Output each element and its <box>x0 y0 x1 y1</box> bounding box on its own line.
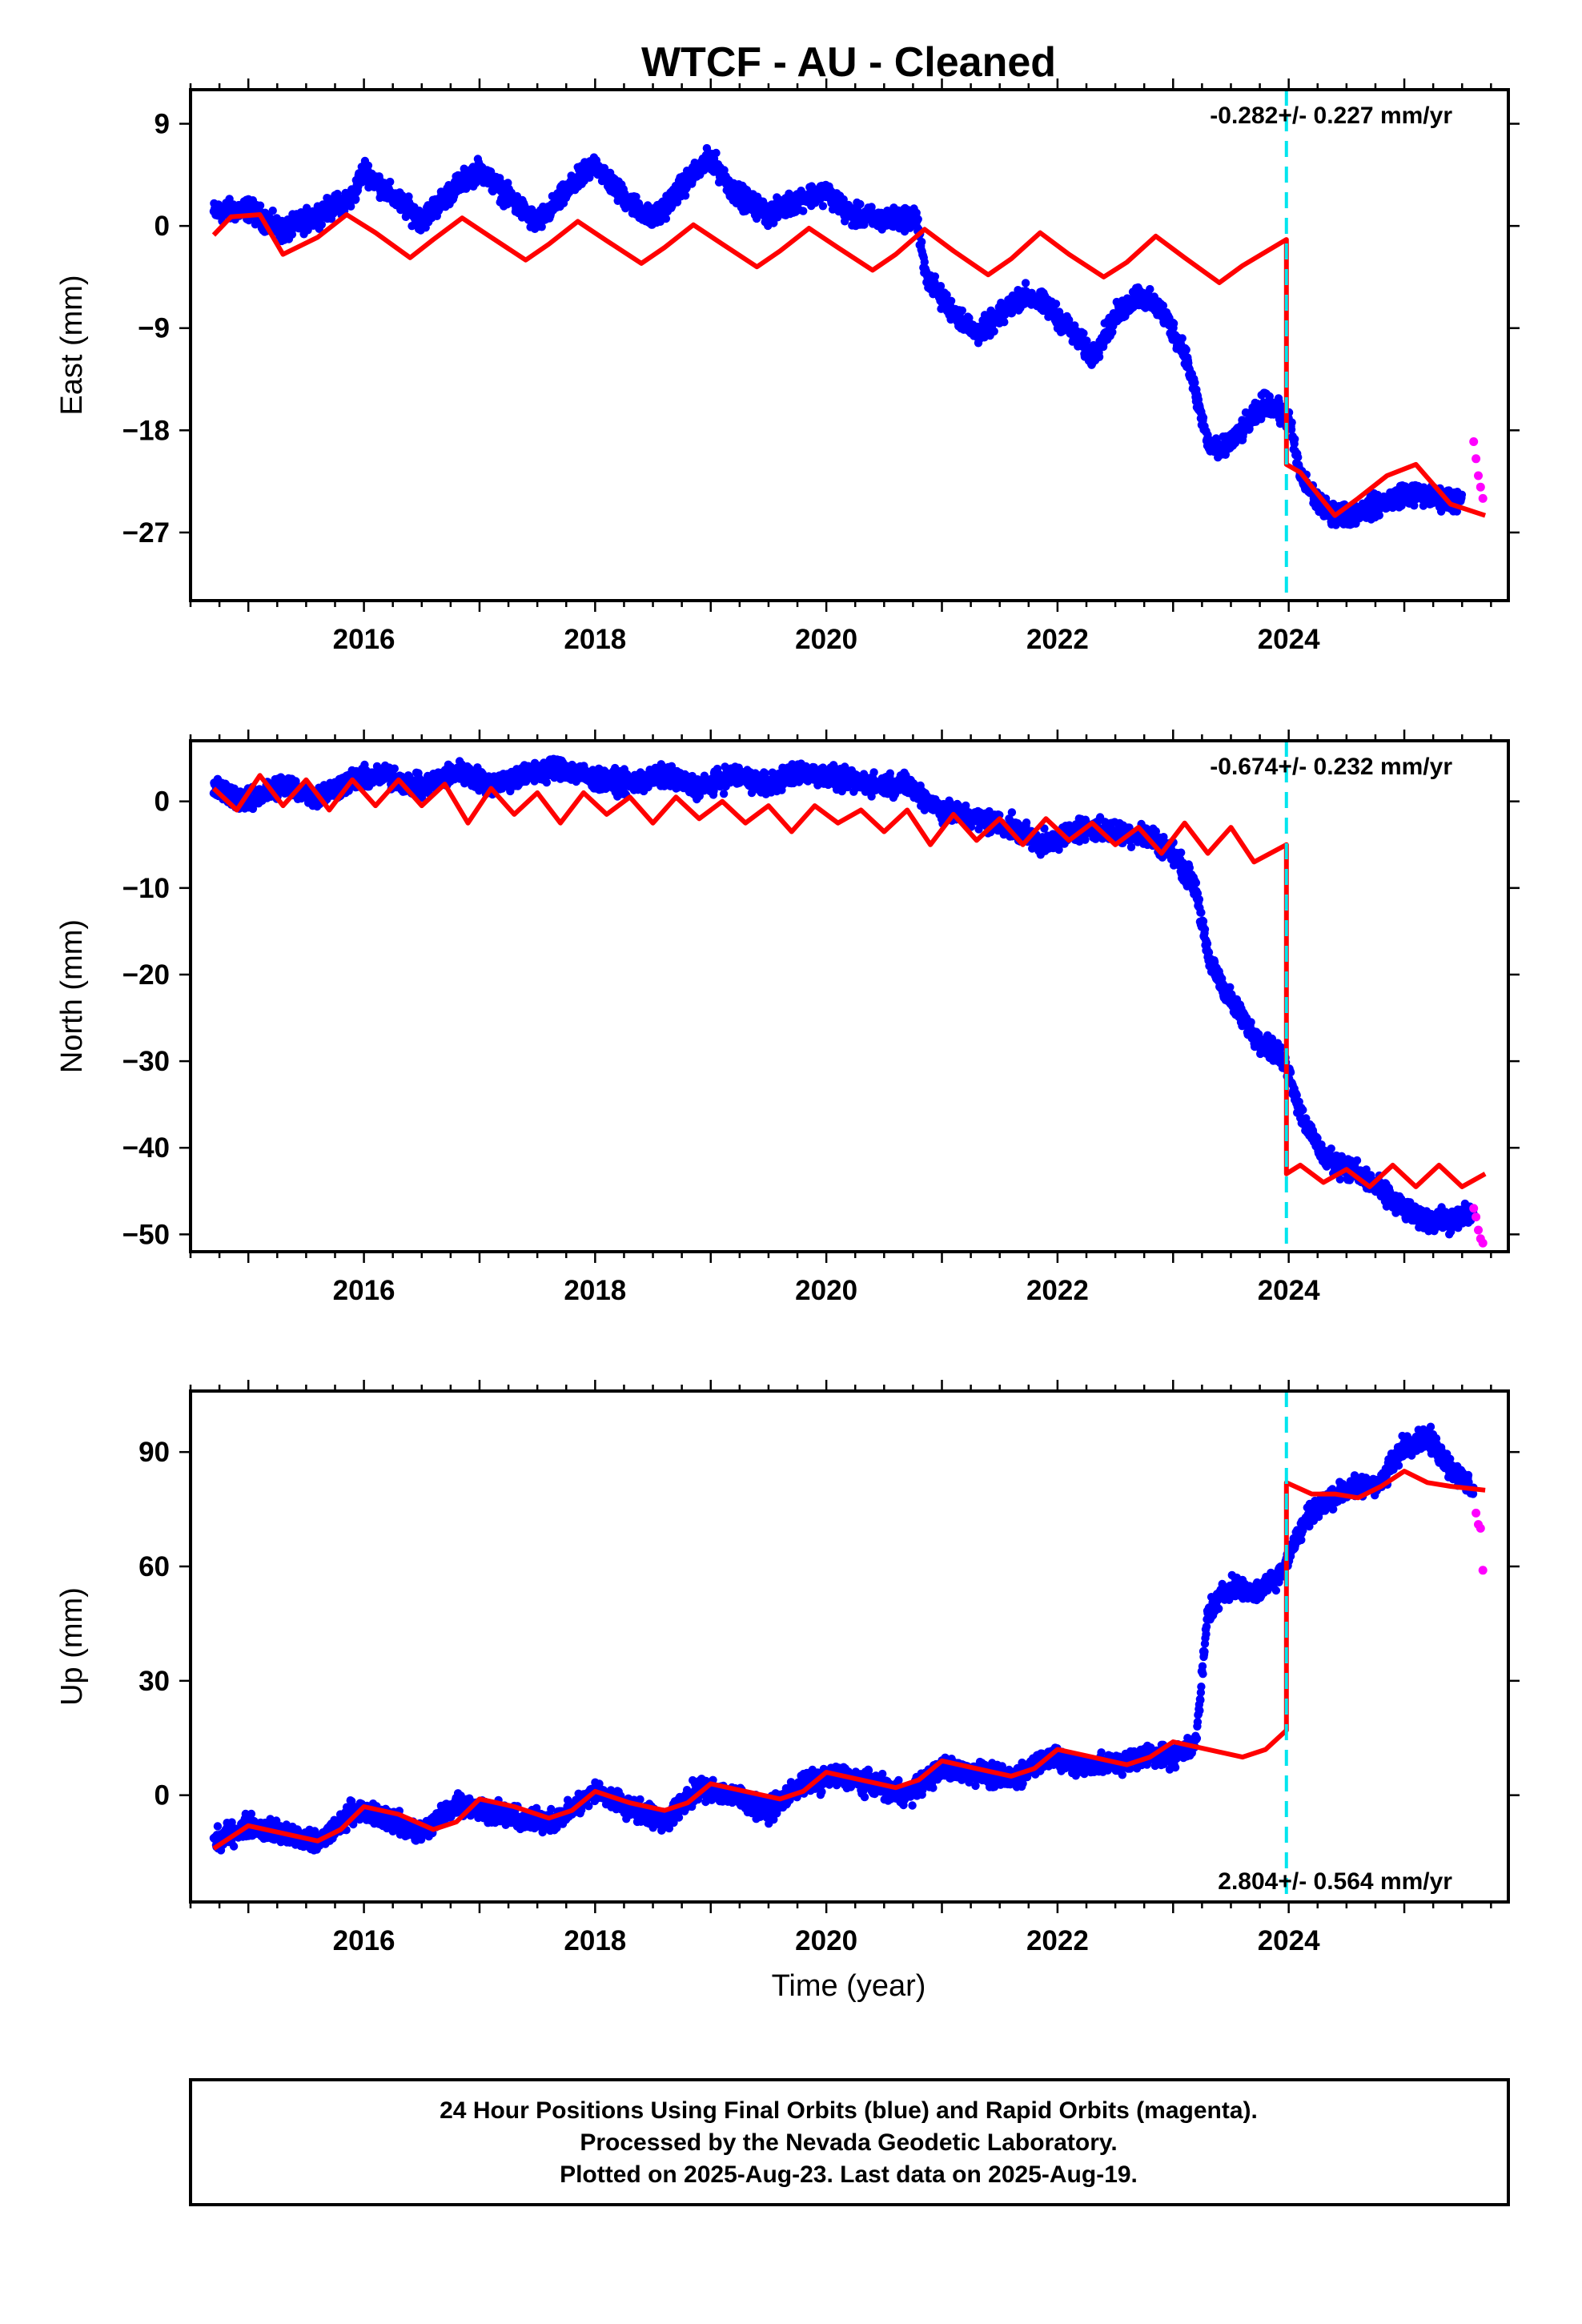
y-tick-label: −9 <box>138 313 170 344</box>
plot-area <box>209 754 1488 1248</box>
rapid-orbit-point <box>1469 437 1479 446</box>
final-orbit-point <box>1199 413 1208 422</box>
final-orbit-point <box>719 790 729 798</box>
final-orbit-point <box>542 778 551 787</box>
rapid-orbit-point <box>1474 471 1483 480</box>
final-orbit-point <box>856 199 865 209</box>
model-fit-line <box>211 212 1487 518</box>
final-orbit-point <box>936 282 946 291</box>
final-orbit-point <box>913 215 922 223</box>
x-tick-label: 2024 <box>1258 624 1320 655</box>
final-orbit-point <box>1287 425 1296 434</box>
final-orbit-point <box>1257 415 1266 424</box>
final-orbit-point <box>390 764 399 773</box>
final-orbit-point <box>317 220 326 229</box>
final-orbit-point <box>1375 511 1384 520</box>
plot-area <box>209 143 1488 529</box>
final-orbit-point <box>1146 284 1154 294</box>
y-tick-label: −18 <box>122 415 170 446</box>
final-orbit-point <box>1265 392 1275 401</box>
final-orbit-point <box>537 223 546 231</box>
final-orbit-point <box>885 769 895 778</box>
y-axis-label: East (mm) <box>55 275 89 415</box>
final-orbit-point <box>841 217 849 226</box>
final-orbit-point <box>912 208 921 217</box>
final-orbit-point <box>930 272 940 281</box>
final-orbit-point <box>818 202 828 211</box>
final-orbit-point <box>799 207 808 215</box>
x-tick-label: 2022 <box>1026 624 1089 655</box>
y-tick-label: −27 <box>122 517 170 549</box>
final-orbit-point <box>761 769 769 778</box>
final-orbit-point <box>712 148 721 158</box>
final-orbit-point <box>1294 452 1303 462</box>
final-orbit-point <box>661 214 671 223</box>
final-orbit-point <box>1079 329 1088 338</box>
x-tick-label: 2020 <box>795 624 857 655</box>
final-orbit-point <box>1000 318 1009 327</box>
velocity-rate-text: -0.282+/- 0.227 mm/yr <box>1210 103 1452 129</box>
final-orbit-point <box>867 792 876 801</box>
x-tick-label: 2018 <box>564 624 626 655</box>
final-orbit-point <box>585 173 594 182</box>
final-orbit-point <box>1191 378 1199 388</box>
final-orbit-point <box>351 195 360 203</box>
final-orbit-point <box>1082 336 1091 345</box>
final-orbit-point <box>1108 328 1117 336</box>
x-tick-label: 2016 <box>333 624 396 655</box>
final-orbit-point <box>1021 279 1030 287</box>
east-panel: 2016 2018 2020 2022 2024 9 0 −9 −18 −27 East (mm) -… <box>55 78 1520 655</box>
final-orbit-point <box>363 161 373 170</box>
final-orbit-point <box>1169 319 1178 328</box>
final-orbit-point <box>839 195 848 204</box>
final-orbit-point <box>958 306 967 315</box>
final-orbit-point <box>867 203 876 211</box>
final-orbit-point <box>990 327 998 336</box>
final-orbit-point <box>946 296 956 305</box>
final-orbit-point <box>1051 300 1061 308</box>
plot-frame <box>189 88 1510 602</box>
final-orbit-point <box>255 201 265 210</box>
final-orbit-point <box>1178 334 1186 343</box>
final-orbit-point <box>1457 490 1467 499</box>
final-orbit-point <box>917 237 926 247</box>
rapid-orbit-point <box>1476 482 1485 492</box>
north-panel: 2016 2018 2020 2022 20240−10−20−30−40−50Nort… <box>55 730 1520 1306</box>
final-orbit-point <box>386 177 395 187</box>
final-orbit-point <box>248 804 258 814</box>
final-orbit-point <box>1182 345 1191 354</box>
y-tick-label: 9 <box>155 109 170 140</box>
final-orbit-point <box>1410 501 1419 510</box>
y-tick-label: 0 <box>155 211 170 242</box>
final-orbit-point <box>1291 435 1299 444</box>
final-orbit-point <box>920 258 930 267</box>
final-orbit-point <box>1158 301 1168 310</box>
chart-title: WTCF - AU - Cleaned <box>641 39 1056 86</box>
rapid-orbit-point <box>1472 454 1481 464</box>
final-orbit-point <box>1287 418 1296 427</box>
final-orbit-point <box>268 206 277 215</box>
final-orbit-point <box>869 768 878 777</box>
final-orbit-point <box>1094 352 1104 361</box>
final-orbit-point <box>347 202 355 211</box>
rapid-orbit-point <box>1478 493 1488 503</box>
final-orbit-point <box>632 192 640 201</box>
final-orbit-point <box>681 191 690 200</box>
